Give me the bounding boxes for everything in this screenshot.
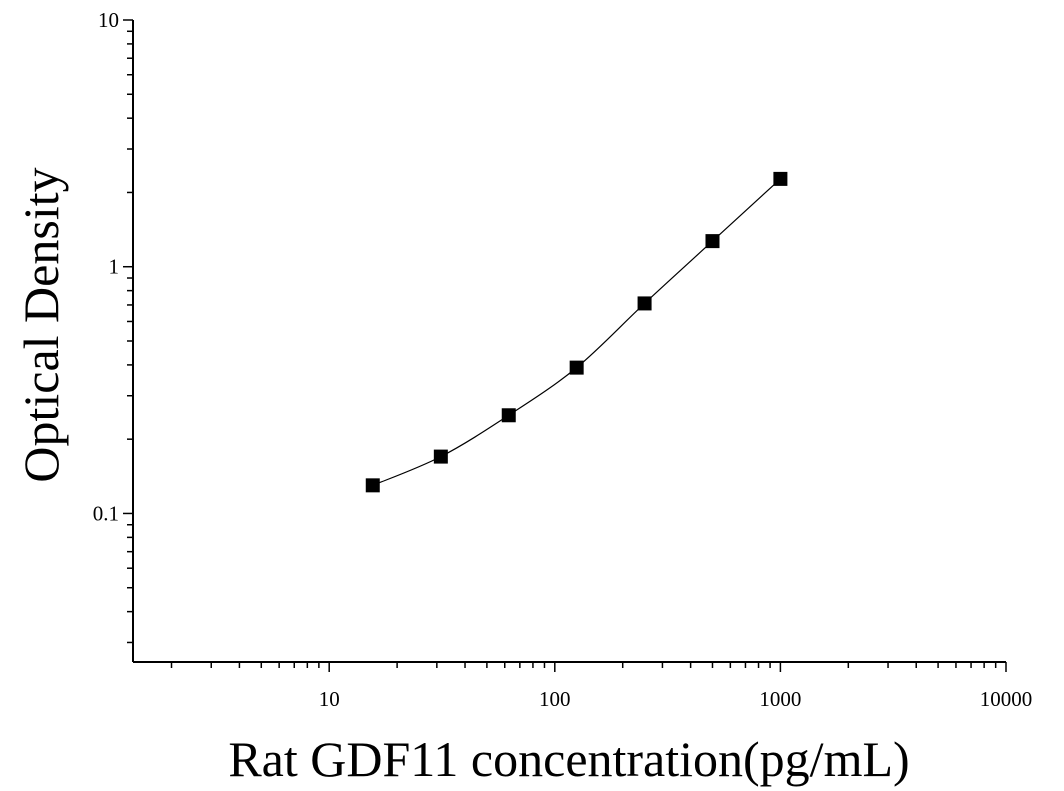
y-tick-label: 1 [109, 255, 120, 279]
axes [123, 19, 1007, 672]
x-tick-label: 10 [319, 687, 340, 711]
x-tick-label: 1000 [759, 687, 801, 711]
data-point-marker [773, 171, 788, 186]
y-tick-label: 0.1 [93, 501, 119, 525]
y-axis-title: Optical Density [13, 167, 69, 482]
x-axis-title: Rat GDF11 concentration(pg/mL) [228, 731, 909, 787]
tick-labels: 10 100 1000 10000 0.1 1 10 [93, 8, 1033, 711]
data-point-marker [569, 360, 584, 375]
x-tick-label: 100 [539, 687, 571, 711]
data-point-marker [365, 478, 380, 493]
plot-area [365, 171, 788, 493]
fit-curve [372, 178, 781, 486]
data-point-marker [705, 234, 720, 249]
y-tick-label: 10 [98, 8, 119, 32]
data-point-marker [433, 449, 448, 464]
data-point-marker [501, 408, 516, 423]
x-tick-label: 10000 [980, 687, 1033, 711]
data-point-marker [637, 296, 652, 311]
